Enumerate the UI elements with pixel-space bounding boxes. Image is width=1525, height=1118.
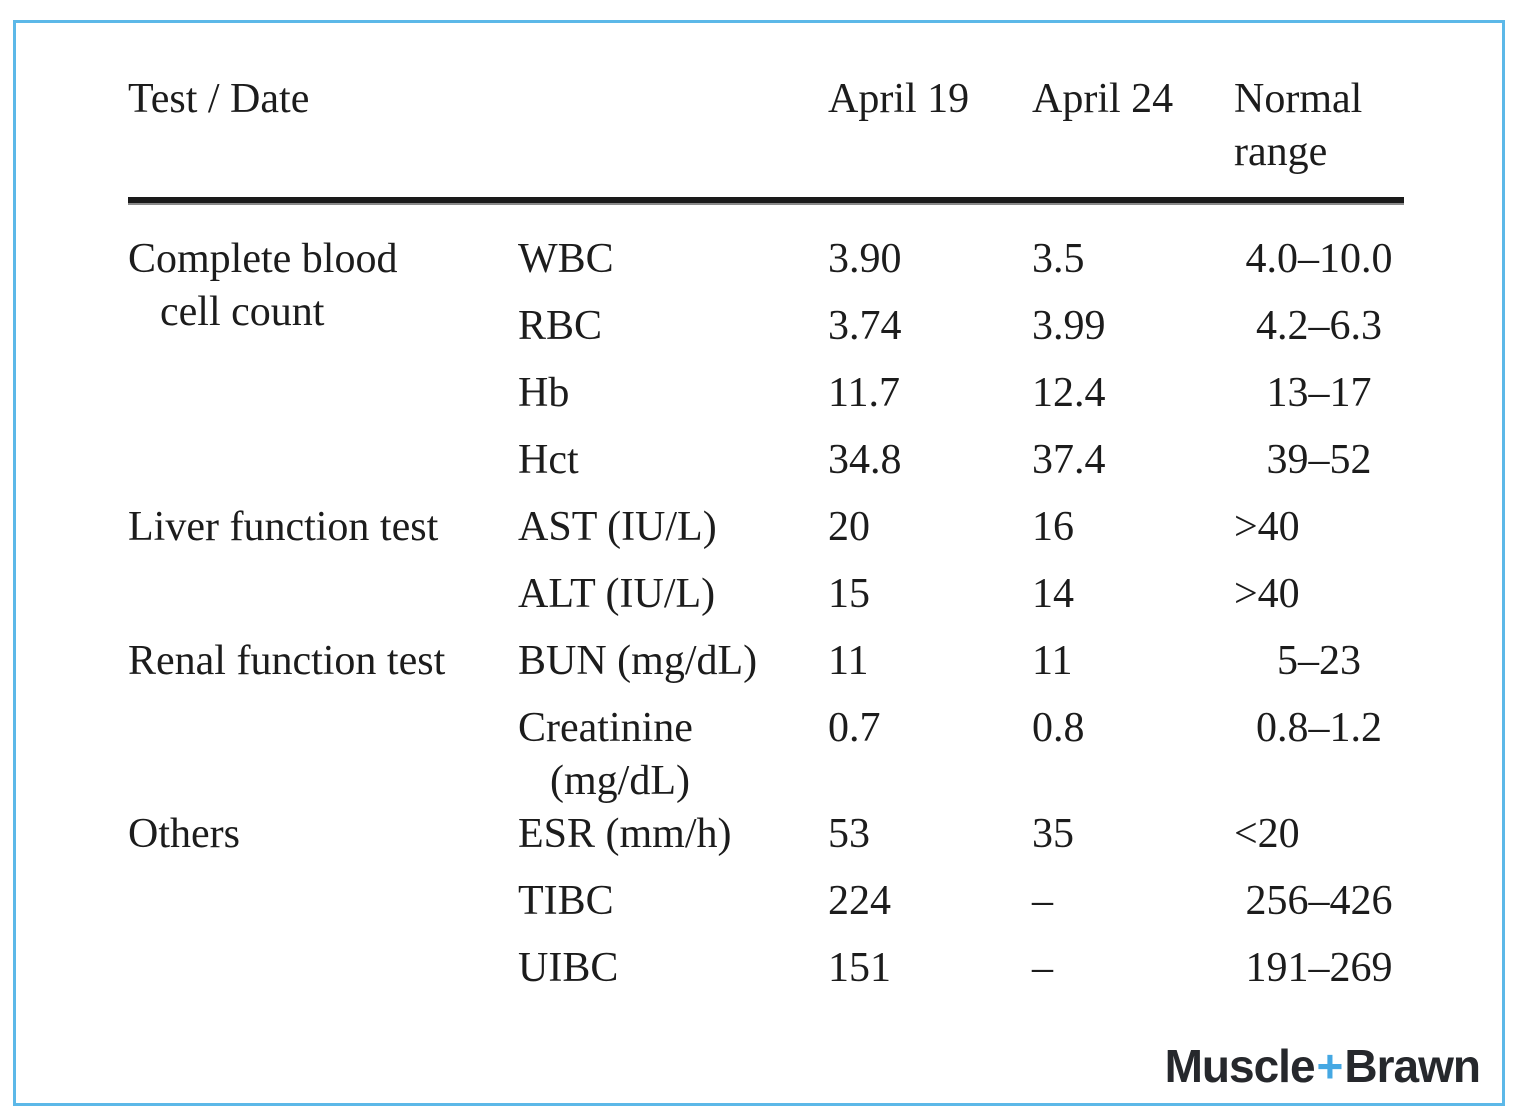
table-group: Liver function test AST (IU/L) 20 16 >40 ALT … (128, 501, 1404, 635)
april19-value: 3.90 (828, 236, 902, 282)
test-name-cell: Creatinine (mg/dL) (518, 702, 828, 808)
table-row: BUN (mg/dL) 11 11 5–23 (518, 635, 1404, 702)
category-cell: Renal function test (128, 635, 518, 688)
april19-value: 11.7 (828, 370, 900, 416)
test-name-line: TIBC (518, 878, 614, 924)
test-name-cell: Hb (518, 367, 828, 420)
table-row: WBC 3.90 3.5 4.0–10.0 (518, 233, 1404, 300)
test-name-cell: AST (IU/L) (518, 501, 828, 554)
april19-value: 151 (828, 945, 891, 991)
april19-value: 11 (828, 638, 869, 684)
april24-value: 14 (1032, 571, 1074, 617)
header-april-19: April 19 (828, 76, 970, 122)
test-name-line: AST (IU/L) (518, 504, 717, 550)
category-cell: Liver function test (128, 501, 518, 554)
table-group: Complete blood cell count WBC 3.90 3.5 4.0–10… (128, 233, 1404, 501)
lab-results-table: Test / Date April 19 April 24 Normal ran… (128, 73, 1404, 1009)
category-line: Complete blood (128, 236, 398, 282)
header-april-24: April 24 (1032, 76, 1174, 122)
group-rows: AST (IU/L) 20 16 >40 ALT (IU/L) 15 14 >40 (518, 501, 1404, 635)
table-row: Hb 11.7 12.4 13–17 (518, 367, 1404, 434)
april24-value: 11 (1032, 638, 1073, 684)
april19-value: 0.7 (828, 705, 881, 751)
normal-range-value: >40 (1234, 571, 1300, 617)
normal-range-value: 256–426 (1245, 878, 1393, 924)
category-line: Others (128, 811, 240, 857)
normal-range-value: 4.0–10.0 (1245, 236, 1393, 282)
test-name-cell: TIBC (518, 875, 828, 928)
test-name-line: Hct (518, 437, 579, 483)
logo-word-brawn: Brawn (1344, 1040, 1481, 1092)
test-name-line: ALT (IU/L) (518, 571, 716, 617)
table-row: RBC 3.74 3.99 4.2–6.3 (518, 300, 1404, 367)
test-name-line: Creatinine (518, 705, 693, 751)
group-rows: BUN (mg/dL) 11 11 5–23 Creatinine (mg/dL) 0.7 0… (518, 635, 1404, 808)
april24-value: 12.4 (1032, 370, 1106, 416)
april19-value: 34.8 (828, 437, 902, 483)
april24-value: – (1032, 945, 1053, 991)
table-row: ESR (mm/h) 53 35 <20 (518, 808, 1404, 875)
normal-range-value: 13–17 (1266, 370, 1372, 416)
normal-range-value: 5–23 (1277, 638, 1361, 684)
test-name-cell: Hct (518, 434, 828, 487)
test-name-cell: UIBC (518, 942, 828, 995)
normal-range-value: <20 (1234, 811, 1300, 857)
table-row: Creatinine (mg/dL) 0.7 0.8 0.8–1.2 (518, 702, 1404, 808)
table-row: TIBC 224 – 256–426 (518, 875, 1404, 942)
april24-value: 3.99 (1032, 303, 1106, 349)
group-rows: ESR (mm/h) 53 35 <20 TIBC 224 – 256–426 UIBC 151 –… (518, 808, 1404, 1009)
table-row: ALT (IU/L) 15 14 >40 (518, 568, 1404, 635)
april24-value: – (1032, 878, 1053, 924)
normal-range-value: 4.2–6.3 (1256, 303, 1382, 349)
april19-value: 15 (828, 571, 870, 617)
table-row: Hct 34.8 37.4 39–52 (518, 434, 1404, 501)
category-line: cell count (160, 289, 325, 335)
header-normal-range: Normal range (1234, 76, 1363, 175)
test-name-line: ESR (mm/h) (518, 811, 732, 857)
category-line: Renal function test (128, 638, 446, 684)
april24-value: 35 (1032, 811, 1074, 857)
april19-value: 224 (828, 878, 891, 924)
table-row: AST (IU/L) 20 16 >40 (518, 501, 1404, 568)
test-name-cell: ALT (IU/L) (518, 568, 828, 621)
category-line: Liver function test (128, 504, 439, 550)
page-frame: Test / Date April 19 April 24 Normal ran… (13, 20, 1505, 1106)
plus-icon: + (1316, 1040, 1344, 1092)
table-group: Others ESR (mm/h) 53 35 <20 TIBC 224 – 256–426 UI… (128, 808, 1404, 1009)
header-test-date: Test / Date (128, 76, 310, 122)
table-body: Complete blood cell count WBC 3.90 3.5 4.0–10… (128, 233, 1404, 1009)
test-name-line: (mg/dL) (550, 758, 690, 804)
test-name-line: WBC (518, 236, 614, 282)
test-name-line: BUN (mg/dL) (518, 638, 758, 684)
april24-value: 16 (1032, 504, 1074, 550)
logo-word-muscle: Muscle (1164, 1040, 1316, 1092)
category-cell: Complete blood cell count (128, 233, 518, 339)
test-name-cell: WBC (518, 233, 828, 286)
table-group: Renal function test BUN (mg/dL) 11 11 5–23 Cr… (128, 635, 1404, 808)
test-name-line: RBC (518, 303, 603, 349)
category-cell: Others (128, 808, 518, 861)
test-name-cell: BUN (mg/dL) (518, 635, 828, 688)
table-header-row: Test / Date April 19 April 24 Normal ran… (128, 73, 1404, 197)
april19-value: 20 (828, 504, 870, 550)
normal-range-value: 191–269 (1245, 945, 1393, 991)
april24-value: 0.8 (1032, 705, 1085, 751)
april24-value: 37.4 (1032, 437, 1106, 483)
normal-range-value: 39–52 (1266, 437, 1372, 483)
april24-value: 3.5 (1032, 236, 1085, 282)
normal-range-value: 0.8–1.2 (1256, 705, 1382, 751)
april19-value: 3.74 (828, 303, 902, 349)
test-name-cell: ESR (mm/h) (518, 808, 828, 861)
group-rows: WBC 3.90 3.5 4.0–10.0 RBC 3.74 3.99 4.2–6.3 Hb 11… (518, 233, 1404, 501)
april19-value: 53 (828, 811, 870, 857)
header-rule (128, 197, 1404, 205)
test-name-cell: RBC (518, 300, 828, 353)
test-name-line: Hb (518, 370, 570, 416)
muscle-brawn-logo: Muscle+Brawn (1164, 1039, 1481, 1093)
normal-range-value: >40 (1234, 504, 1300, 550)
table-row: UIBC 151 – 191–269 (518, 942, 1404, 1009)
test-name-line: UIBC (518, 945, 619, 991)
